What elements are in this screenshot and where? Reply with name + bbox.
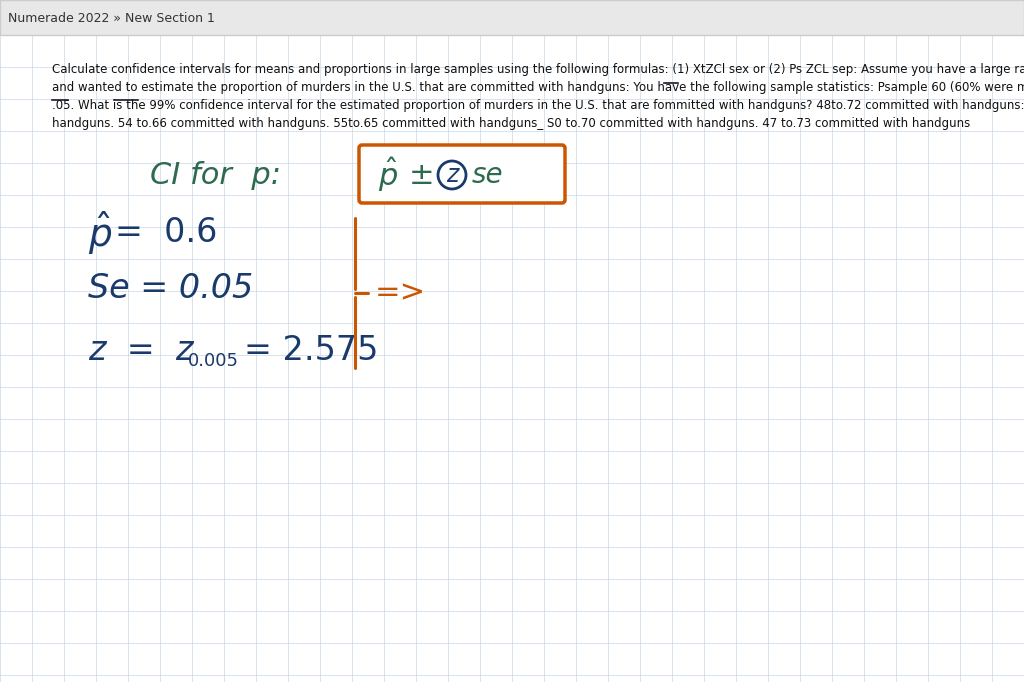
Text: z  =  z: z = z — [88, 333, 194, 366]
Text: $\pm$: $\pm$ — [408, 160, 432, 190]
Text: =>: => — [375, 278, 426, 308]
FancyBboxPatch shape — [359, 145, 565, 203]
Text: CI for  p:: CI for p: — [150, 160, 281, 190]
Text: z: z — [445, 163, 458, 187]
Text: =  0.6: = 0.6 — [115, 216, 217, 250]
Text: Calculate confidence intervals for means and proportions in large samples using : Calculate confidence intervals for means… — [52, 63, 1024, 76]
Text: .05. What is the 99% confidence interval for the estimated proportion of murders: .05. What is the 99% confidence interval… — [52, 99, 1024, 112]
Text: 0.005: 0.005 — [188, 352, 239, 370]
Text: se: se — [472, 161, 504, 189]
Text: Numerade 2022 » New Section 1: Numerade 2022 » New Section 1 — [8, 12, 215, 25]
Text: $\hat{p}$: $\hat{p}$ — [378, 156, 398, 194]
Text: Se = 0.05: Se = 0.05 — [88, 271, 253, 304]
FancyBboxPatch shape — [0, 0, 1024, 35]
Text: $\hat{p}$: $\hat{p}$ — [88, 209, 113, 257]
Text: = 2.575: = 2.575 — [244, 333, 379, 366]
Text: handguns. 54 to.66 committed with handguns. 55to.65 committed with handguns_ S0 : handguns. 54 to.66 committed with handgu… — [52, 117, 971, 130]
Text: and wanted to estimate the proportion of murders in the U.S. that are committed : and wanted to estimate the proportion of… — [52, 81, 1024, 94]
